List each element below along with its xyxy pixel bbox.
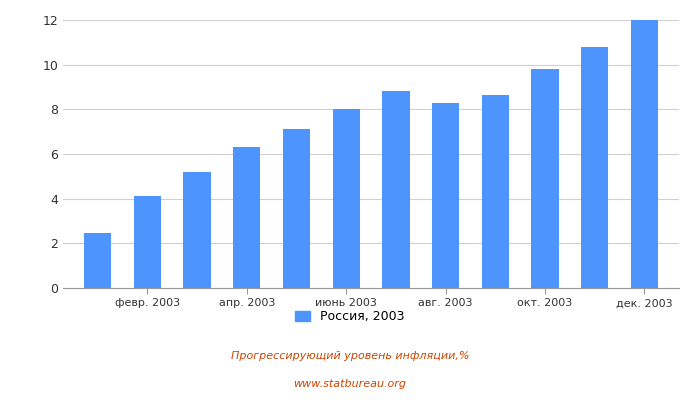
Bar — [531, 69, 559, 288]
Legend: Россия, 2003: Россия, 2003 — [295, 310, 405, 323]
Bar — [631, 20, 658, 288]
Bar — [482, 95, 509, 288]
Text: Прогрессирующий уровень инфляции,%: Прогрессирующий уровень инфляции,% — [231, 351, 469, 361]
Bar — [283, 130, 310, 288]
Bar — [581, 47, 608, 288]
Bar — [332, 109, 360, 288]
Bar — [233, 147, 260, 288]
Bar — [183, 172, 211, 288]
Bar — [84, 233, 111, 288]
Bar — [134, 196, 161, 288]
Bar — [432, 103, 459, 288]
Text: www.statbureau.org: www.statbureau.org — [293, 379, 407, 389]
Bar — [382, 92, 410, 288]
